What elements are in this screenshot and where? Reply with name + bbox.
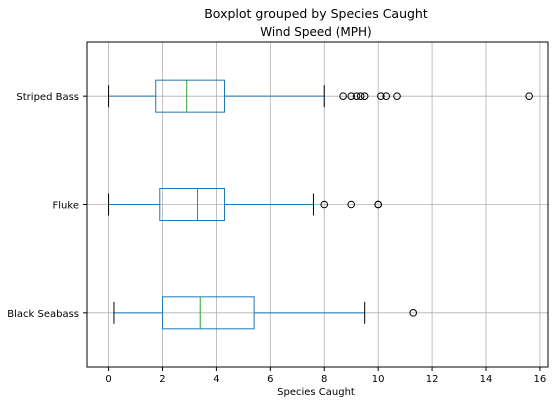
outlier-point [377,92,385,100]
x-tick-label: 16 [534,374,547,385]
outlier-point [352,92,361,100]
y-tick-label: Fluke [53,201,79,212]
outlier-point [339,92,347,100]
x-tick-label: 2 [159,374,165,385]
outlier-point [525,92,533,100]
x-tick-label: 0 [105,374,111,385]
outlier-point [347,92,355,100]
plot-frame [86,41,549,368]
outlier-point [374,200,382,209]
chart-title: Wind Speed (MPH) [260,25,371,39]
x-tick-label: 10 [372,374,385,385]
outlier-point [356,92,365,100]
outlier-point [382,92,391,100]
outlier-point [347,200,355,209]
x-tick-label: 8 [321,374,327,385]
outlier-point [409,309,418,317]
outlier-point [360,92,369,100]
y-tick-label: Black Seabass [7,309,79,320]
chart-suptitle: Boxplot grouped by Species Caught [204,6,428,21]
x-tick-label: 4 [213,374,219,385]
y-tick-label: Striped Bass [16,92,79,103]
box-iqr [159,188,225,221]
x-tick-label: 12 [426,374,439,385]
outlier-point [320,200,329,209]
x-tick-label: 14 [480,374,493,385]
box-iqr [155,79,225,113]
x-axis-label: Species Caught [277,387,355,398]
plot-area: Black Seabass Fluke Striped Bass 0 2 4 6 8 10 12 1… [7,41,549,385]
box-iqr [161,296,255,330]
x-tick-label: 6 [267,374,273,385]
outlier-point [393,92,401,100]
